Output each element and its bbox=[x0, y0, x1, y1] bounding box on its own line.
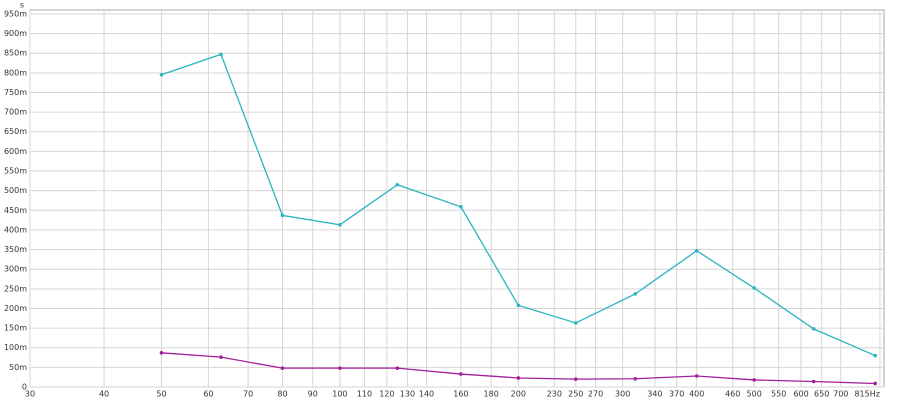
x-tick-label: 460 bbox=[725, 390, 740, 399]
y-tick-label: 600m bbox=[4, 147, 27, 156]
data-point bbox=[459, 372, 463, 376]
data-point bbox=[694, 374, 699, 378]
data-point bbox=[752, 378, 756, 382]
data-point bbox=[219, 52, 223, 57]
x-tick-label: 90 bbox=[308, 390, 318, 399]
data-point bbox=[159, 351, 164, 355]
data-point bbox=[811, 379, 816, 384]
data-point bbox=[395, 366, 400, 370]
data-point bbox=[694, 248, 699, 253]
data-point bbox=[516, 376, 521, 380]
data-point bbox=[280, 366, 285, 370]
x-tick-label: 550 bbox=[771, 390, 786, 399]
data-point bbox=[219, 355, 223, 359]
y-tick-label: 550m bbox=[4, 167, 27, 176]
x-tick-label: 230 bbox=[547, 390, 562, 399]
x-tick-label: 300 bbox=[615, 390, 630, 399]
y-unit: s bbox=[20, 1, 24, 10]
x-tick-label: 70 bbox=[243, 390, 253, 399]
x-tick-label: 120 bbox=[379, 390, 394, 399]
data-point bbox=[873, 353, 877, 358]
x-tick-label: 140 bbox=[419, 390, 434, 399]
x-tick-label: 80 bbox=[277, 390, 287, 399]
x-tick-label: 200 bbox=[511, 390, 526, 399]
data-point bbox=[516, 303, 521, 308]
y-tick-label: 200m bbox=[4, 304, 27, 313]
y-tick-label: 950m bbox=[4, 9, 27, 18]
x-tick-label: 50 bbox=[156, 390, 166, 399]
x-tick-label: 370 bbox=[669, 390, 684, 399]
data-point bbox=[811, 327, 816, 331]
y-tick-label: 650m bbox=[4, 127, 27, 136]
data-point bbox=[338, 366, 342, 370]
y-tick-label: 300m bbox=[4, 265, 27, 274]
x-tick-label: 650 bbox=[814, 390, 829, 399]
x-tick-label: 60 bbox=[203, 390, 213, 399]
data-point bbox=[395, 182, 400, 187]
x-tick-label: 130 bbox=[400, 390, 415, 399]
data-point bbox=[633, 376, 638, 381]
x-tick-label: 110 bbox=[357, 390, 372, 399]
x-tick-label: 400 bbox=[689, 390, 704, 399]
y-tick-label: 850m bbox=[4, 49, 27, 58]
data-point bbox=[159, 72, 164, 77]
data-point bbox=[573, 321, 578, 325]
y-tick-label: 250m bbox=[4, 284, 27, 293]
data-point bbox=[338, 223, 342, 227]
y-tick-label: 150m bbox=[4, 324, 27, 333]
x-tick-label: 160 bbox=[453, 390, 468, 399]
x-tick-label: 40 bbox=[99, 390, 109, 399]
x-tick-label: 270 bbox=[588, 390, 603, 399]
y-tick-label: 100m bbox=[4, 343, 27, 352]
y-tick-label: 450m bbox=[4, 206, 27, 215]
plot-area bbox=[29, 9, 885, 388]
y-tick-label: 800m bbox=[4, 68, 27, 77]
x-tick-label: 500 bbox=[747, 390, 762, 399]
x-tick-label: 100 bbox=[332, 390, 347, 399]
x-tick-label: 30 bbox=[25, 390, 35, 399]
y-tick-label: 750m bbox=[4, 88, 27, 97]
y-tick-label: 900m bbox=[4, 29, 27, 38]
y-tick-label: 400m bbox=[4, 225, 27, 234]
data-point bbox=[459, 204, 463, 209]
x-tick-label: 250 bbox=[568, 390, 583, 399]
y-tick-label: 700m bbox=[4, 108, 27, 117]
y-tick-label: 50m bbox=[9, 363, 27, 372]
x-tick-label: 180 bbox=[484, 390, 499, 399]
x-tick-label: 340 bbox=[647, 390, 662, 399]
x-tick-label: 600 bbox=[793, 390, 808, 399]
y-tick-label: 500m bbox=[4, 186, 27, 195]
y-tick-label: 350m bbox=[4, 245, 27, 254]
data-point bbox=[752, 286, 756, 290]
y-tick-label: 0 bbox=[22, 383, 27, 392]
data-point bbox=[633, 292, 638, 296]
data-point bbox=[573, 377, 578, 381]
data-point bbox=[280, 213, 285, 218]
data-point bbox=[873, 381, 877, 386]
x-tick-label: 700 bbox=[833, 390, 848, 399]
x-tick-label: 815Hz bbox=[854, 390, 879, 399]
